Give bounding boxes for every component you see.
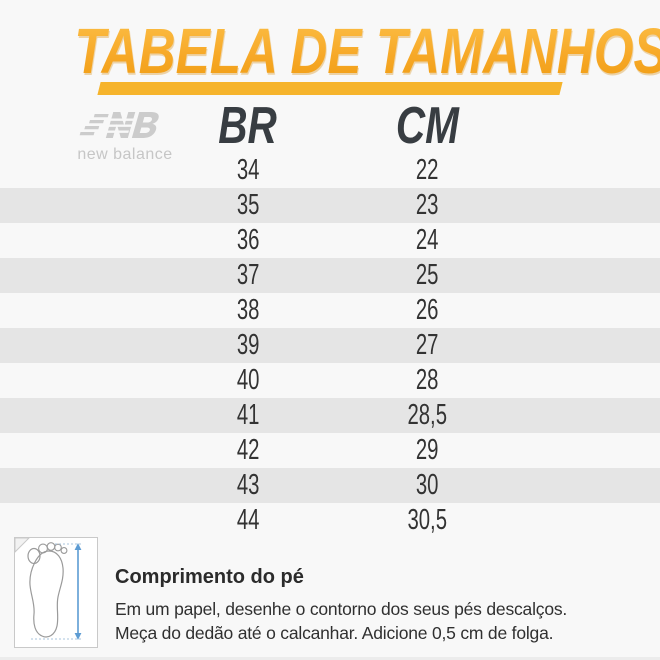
size-row: 37 25 (0, 258, 660, 293)
foot-measure-icon (14, 537, 83, 640)
cm-size-cell: 30 (415, 469, 439, 501)
size-table: 34 22 35 23 36 24 37 25 38 26 39 27 40 2… (0, 153, 660, 538)
size-row: 38 26 (0, 293, 660, 328)
size-row: 43 30 (0, 468, 660, 503)
cm-size-cell: 29 (415, 434, 439, 466)
br-size-cell: 43 (236, 469, 260, 501)
br-size-cell: 44 (236, 504, 260, 536)
size-row: 42 29 (0, 433, 660, 468)
title-underline-bar (97, 82, 563, 95)
size-row: 34 22 (0, 153, 660, 188)
br-size-cell: 37 (236, 259, 260, 291)
cm-size-cell: 27 (415, 329, 439, 361)
size-row: 41 28,5 (0, 398, 660, 433)
column-header-cm: CM (395, 97, 459, 155)
page-title-wrap: TABELA DE TAMANHOS (0, 14, 660, 88)
cm-size-cell: 30,5 (407, 504, 447, 536)
size-row: 44 30,5 (0, 503, 660, 538)
column-header-br: BR (218, 97, 278, 155)
br-size-cell: 34 (236, 154, 260, 186)
footer-line-2: Meça do dedão até o calcanhar. Adicione … (115, 622, 554, 643)
cm-size-cell: 23 (415, 189, 439, 221)
cm-size-cell: 24 (415, 224, 439, 256)
footer-heading: Comprimento do pé (115, 566, 304, 588)
br-size-cell: 38 (236, 294, 260, 326)
size-row: 39 27 (0, 328, 660, 363)
cm-size-cell: 28,5 (407, 399, 447, 431)
footer-line-1: Em um papel, desenhe o contorno dos seus… (115, 599, 568, 619)
size-row: 35 23 (0, 188, 660, 223)
cm-size-cell: 28 (415, 364, 439, 396)
footer-instructions: Comprimento do pé Em um papel, desenhe o… (115, 566, 655, 645)
br-size-cell: 35 (236, 189, 260, 221)
br-size-cell: 39 (236, 329, 260, 361)
br-size-cell: 36 (236, 224, 260, 256)
brand-block: new balance (70, 106, 180, 164)
new-balance-logo-icon (79, 112, 159, 138)
br-size-cell: 41 (236, 399, 260, 431)
footer-body: Em um papel, desenhe o contorno dos seus… (115, 598, 655, 645)
bottom-edge-strip (0, 657, 660, 660)
size-row: 36 24 (0, 223, 660, 258)
br-size-cell: 40 (236, 364, 260, 396)
br-size-cell: 42 (236, 434, 260, 466)
page-title: TABELA DE TAMANHOS (74, 14, 660, 88)
size-row: 40 28 (0, 363, 660, 398)
cm-size-cell: 25 (415, 259, 439, 291)
brand-wordmark: new balance (77, 146, 173, 163)
cm-size-cell: 26 (415, 294, 439, 326)
cm-size-cell: 22 (415, 154, 439, 186)
foot-measure-illustration (14, 537, 98, 648)
